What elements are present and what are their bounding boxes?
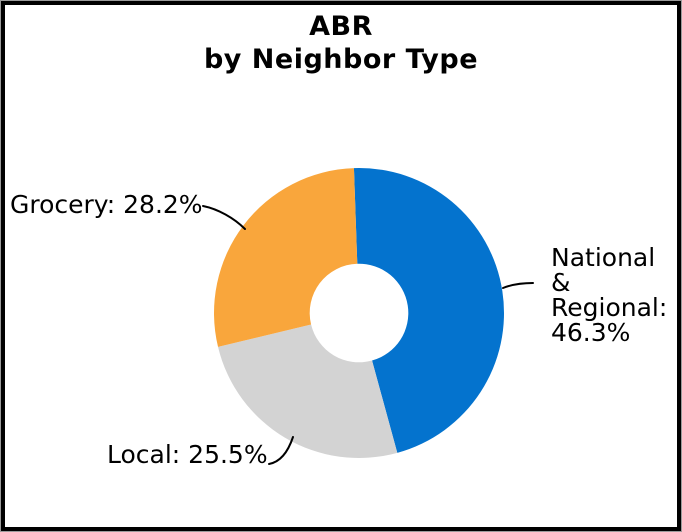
leader-lines <box>202 205 534 465</box>
donut-slices <box>214 168 505 459</box>
leader-line-grocery <box>202 205 246 230</box>
pie-slice-local <box>218 324 398 459</box>
leader-line-national-regional <box>502 282 534 289</box>
pie-slice-national-regional <box>353 168 505 453</box>
data-label-national-regional: National & Regional: 46.3% <box>551 243 668 347</box>
donut-chart <box>202 168 534 465</box>
data-label-grocery: Grocery: 28.2% <box>10 190 203 219</box>
leader-line-local <box>268 436 294 465</box>
data-label-local: Local: 25.5% <box>107 440 268 469</box>
pie-slice-grocery <box>214 168 358 347</box>
chart-title: ABR by Neighbor Type <box>203 11 479 75</box>
